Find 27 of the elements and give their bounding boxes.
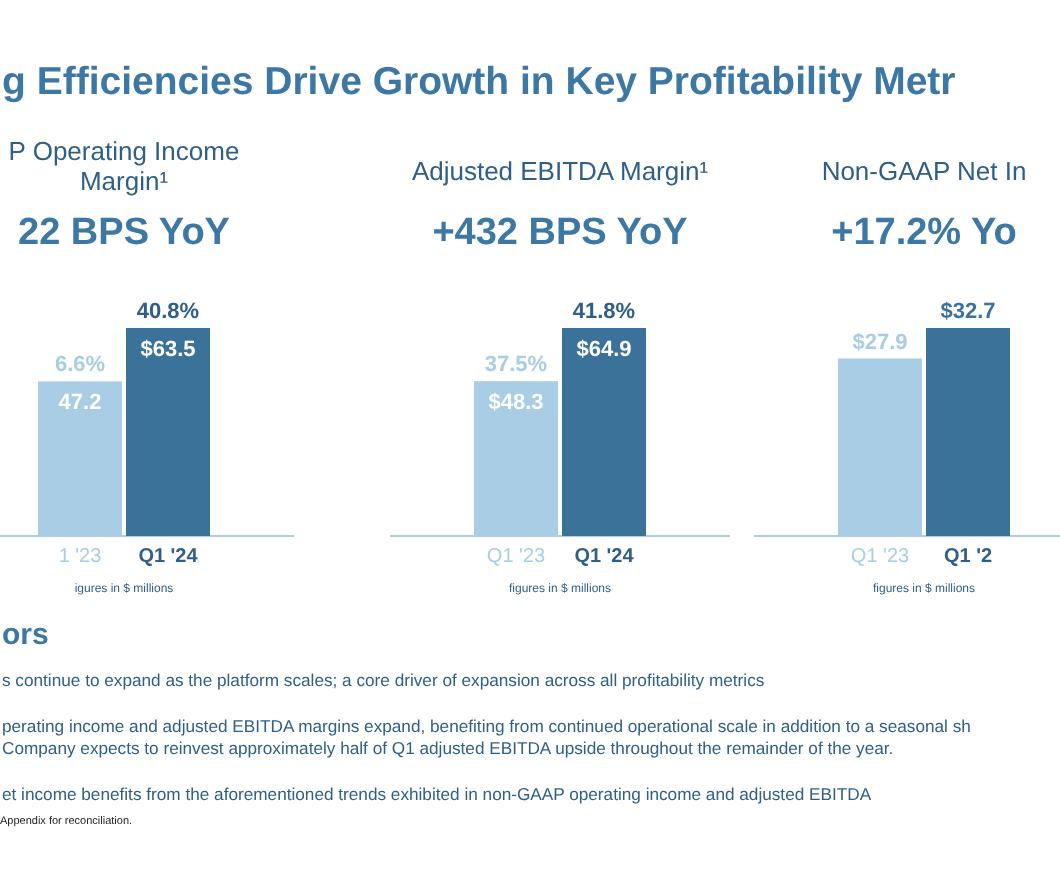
data-label: $48.3 <box>488 391 544 416</box>
text: et income benefits from the aforementioned trends exhibited in non-GAAP operating income and adjusted EBITDA <box>2 784 872 804</box>
x-tick-label: 1 '23 <box>58 546 103 568</box>
data-label: $64.9 <box>576 338 632 362</box>
annotation: 6.6% <box>54 353 106 378</box>
chart-subtitle: 22 BPS YoY <box>18 212 231 254</box>
annotation: 37.5% <box>484 353 548 378</box>
text: s continue to expand as the platform scales; a core driver of expansion across all profitability metrics <box>2 670 765 690</box>
x-tick-label: Q1 '23 <box>850 546 911 568</box>
annotation: 41.8% <box>572 300 636 324</box>
x-tick-label: Q1 '23 <box>486 546 547 568</box>
annotation: 40.8% <box>136 300 200 324</box>
chart-subtitle: +432 BPS YoY <box>432 212 689 254</box>
text: g Efficiencies Drive Growth in Key Profitability Metr <box>2 60 957 104</box>
chart-title: Adjusted EBITDA Margin¹ <box>411 156 710 186</box>
x-tick-label: Q1 '24 <box>574 546 635 568</box>
chart-title: Non-GAAP Net In <box>821 156 1027 186</box>
data-label: $27.9 <box>852 330 908 355</box>
text: ors <box>2 618 49 652</box>
data-label: 47.2 <box>58 391 102 416</box>
x-tick-label: Q1 '2 <box>943 546 993 568</box>
text: perating income and adjusted EBITDA margins expand, benefiting from continued operational scale in addition to a seasonal sh Company expects to reinvest approximately half of Q1 adjusted EBITDA upside throughout the remainder of the year. <box>2 716 972 758</box>
chart-subtitle: +17.2% Yo <box>831 212 1017 254</box>
data-label: $32.7 <box>940 300 996 324</box>
x-tick-label: Q1 '24 <box>138 546 199 568</box>
chart-title: P Operating Income Margin¹ <box>8 136 240 196</box>
data-label: $63.5 <box>140 338 196 362</box>
